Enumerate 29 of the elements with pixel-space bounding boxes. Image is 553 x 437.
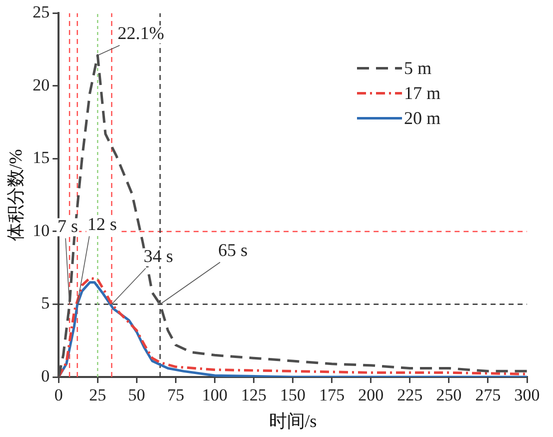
y-tick-label: 10 — [32, 220, 50, 240]
x-tick-label: 25 — [89, 386, 106, 405]
x-tick-label: 0 — [54, 386, 63, 405]
annotation: 65 s — [218, 240, 248, 260]
annotation: 22.1% — [118, 23, 164, 44]
x-tick-label: 75 — [167, 386, 184, 405]
x-tick-label: 300 — [514, 386, 540, 405]
legend-label: 20 m — [404, 108, 441, 128]
y-tick-label: 25 — [32, 2, 50, 22]
x-tick-label: 200 — [358, 386, 384, 405]
x-tick-label: 275 — [475, 386, 501, 405]
y-tick-label: 20 — [32, 75, 50, 94]
y-tick-label: 0 — [41, 366, 50, 386]
y-tick-label: 5 — [41, 294, 50, 313]
x-tick-label: 150 — [280, 386, 306, 405]
y-tick-label: 15 — [32, 148, 50, 168]
legend-label: 17 m — [404, 82, 441, 103]
x-tick-label: 225 — [397, 386, 423, 405]
x-axis-title: 时间/s — [268, 410, 317, 431]
x-tick-label: 100 — [202, 386, 228, 405]
x-tick-label: 125 — [241, 386, 267, 405]
x-tick-label: 250 — [436, 386, 462, 405]
annotation: 12 s — [87, 214, 117, 234]
x-tick-label: 50 — [128, 386, 146, 405]
x-tick-label: 175 — [319, 386, 345, 405]
annotation: 34 s — [144, 246, 174, 266]
legend-label: 5 m — [404, 58, 432, 78]
y-axis-title: 体积分数/% — [6, 149, 26, 242]
annotation: 7 s — [58, 216, 78, 236]
